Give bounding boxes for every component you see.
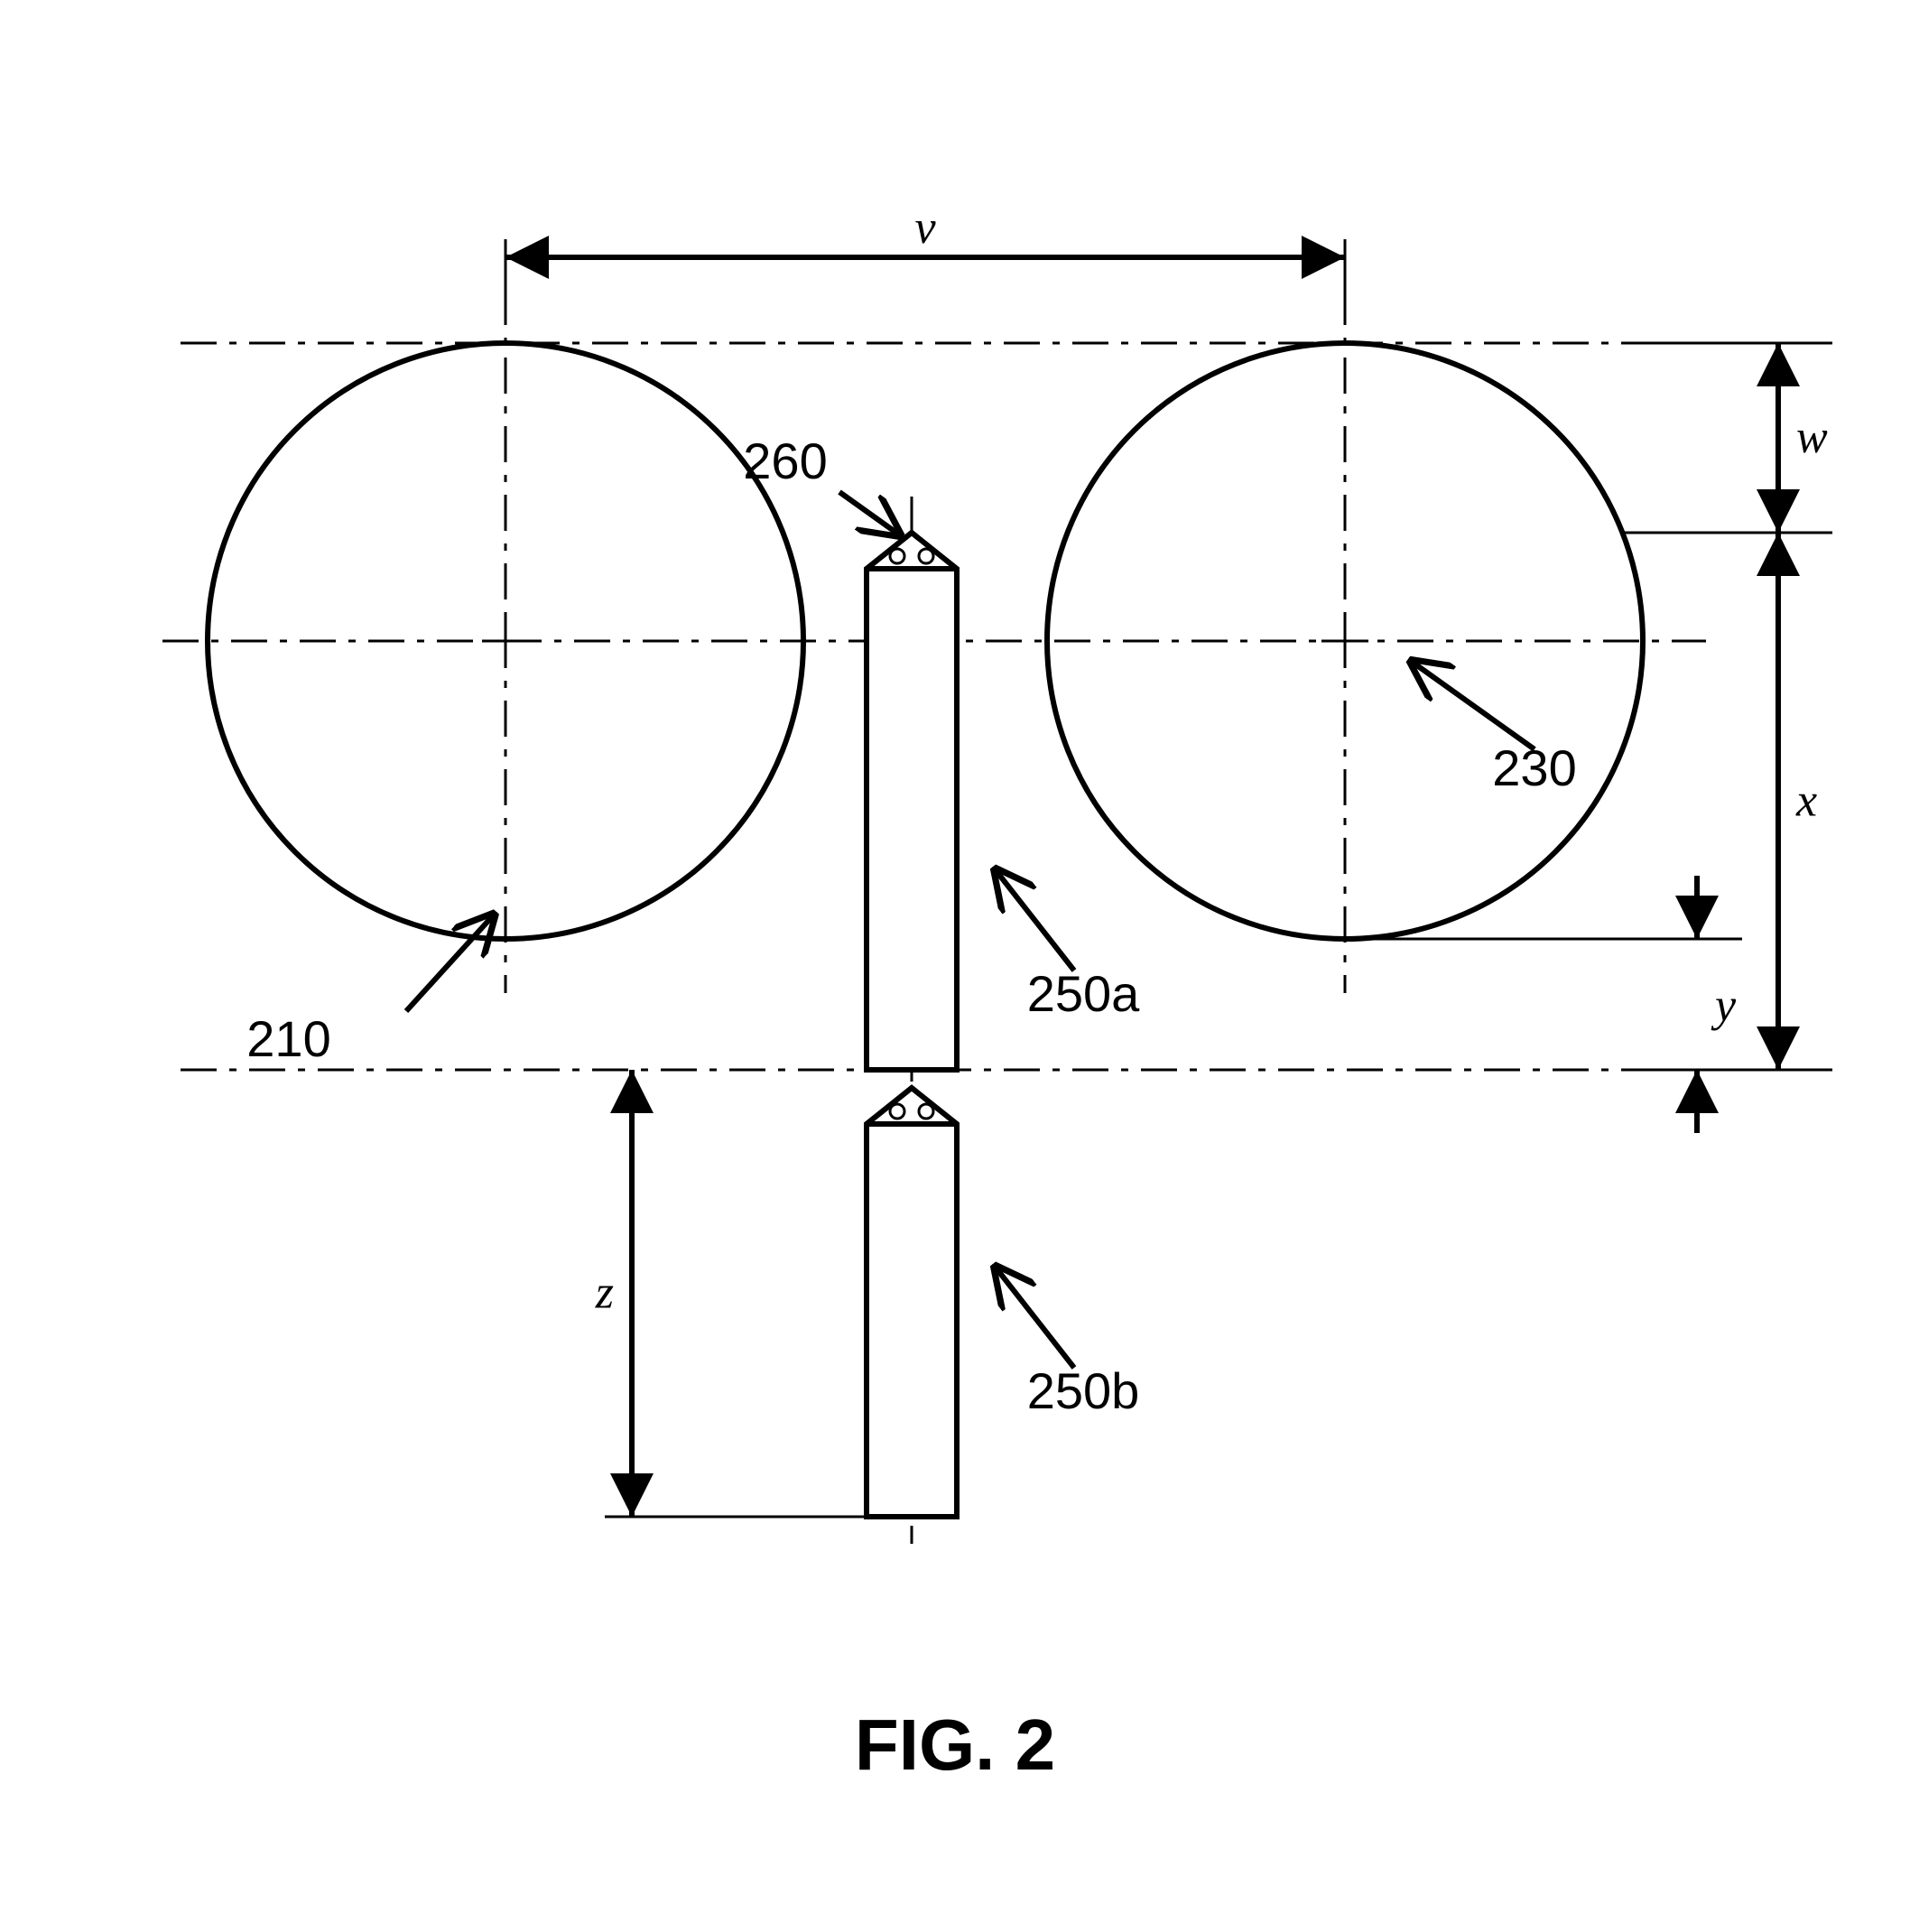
column-piece-b — [867, 1088, 957, 1517]
ref-260-leader — [839, 492, 903, 537]
figure-caption: FIG. 2 — [855, 1704, 1055, 1785]
dimension-w-label: w — [1796, 412, 1828, 463]
dimension-v-label: v — [914, 202, 936, 254]
ref-260-label: 260 — [743, 432, 827, 489]
ref-230-leader — [1408, 659, 1534, 749]
ref-250b-label: 250b — [1027, 1362, 1140, 1419]
dimension-x-label: x — [1795, 776, 1817, 827]
dimension-y-label: y — [1711, 980, 1737, 1032]
ref-250a-label: 250a — [1027, 965, 1140, 1022]
figure-2-diagram: v w x y z 210 230 260 250a 250b FIG. 2 — [0, 0, 1910, 1932]
ref-210-label: 210 — [246, 1010, 330, 1067]
column-piece-a — [867, 533, 957, 1070]
ref-250b-leader — [993, 1264, 1074, 1368]
ref-230-label: 230 — [1492, 739, 1576, 796]
dimension-z-label: z — [595, 1268, 614, 1319]
ref-250a-leader — [993, 867, 1074, 971]
